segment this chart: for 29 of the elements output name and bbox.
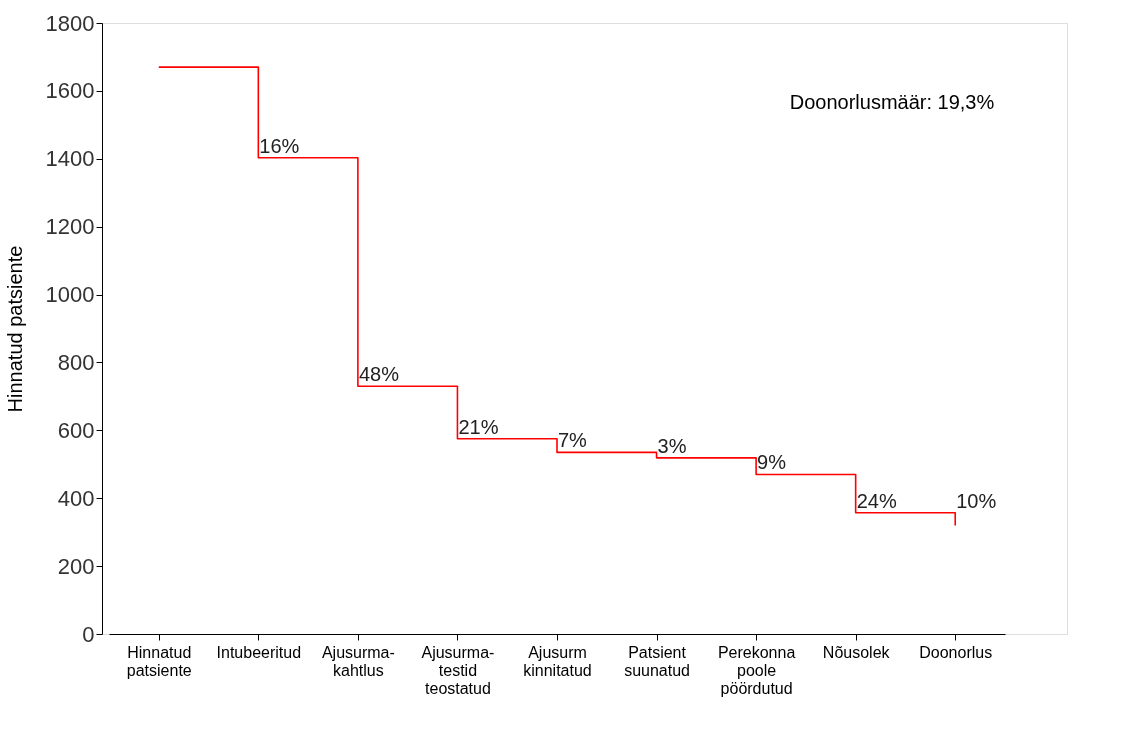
y-tick-label: 1800	[45, 10, 95, 36]
x-tick-label: Intubeeritud	[216, 643, 302, 661]
annotation: 9%	[757, 451, 787, 474]
y-tick-label: 1200	[45, 214, 95, 240]
y-tick-label: 1400	[45, 146, 95, 172]
x-tick-label: Nõusolek	[822, 643, 891, 661]
x-tick-label: Ajusurma-kahtlus	[321, 643, 395, 679]
annotation: 48%	[358, 363, 400, 386]
x-tick-label: Doonorlus	[919, 643, 993, 661]
y-tick-label: 1600	[45, 78, 95, 104]
annotation: 24%	[856, 489, 897, 512]
y-tick-label: 1000	[45, 282, 95, 308]
x-tick-label: Ajusurma-testid teostatud	[421, 643, 495, 697]
x-tick-label: Patsient suunatud	[624, 643, 690, 679]
x-tick-label: Ajusurm kinnitatud	[523, 643, 592, 679]
annotation: 21%	[458, 415, 499, 438]
annotation: 7%	[558, 429, 588, 452]
y-tick-label: 400	[57, 485, 95, 511]
y-tick-label: 800	[57, 349, 95, 375]
y-tick-label: 200	[57, 553, 95, 579]
annotation: 10%	[956, 489, 997, 512]
annotation: 3%	[657, 434, 687, 457]
x-tick-label: Hinnatud patsiente	[126, 643, 192, 679]
y-tick-label: 600	[57, 417, 95, 443]
annotation: 16%	[259, 134, 300, 157]
x-tick-label: Perekonna poole pöördutud	[717, 643, 796, 697]
y-axis-title: Hinnatud patsiente	[3, 245, 26, 413]
y-tick-label: 0	[82, 621, 95, 647]
annotation: Doonorlusmäär: 19,3%	[789, 91, 995, 113]
